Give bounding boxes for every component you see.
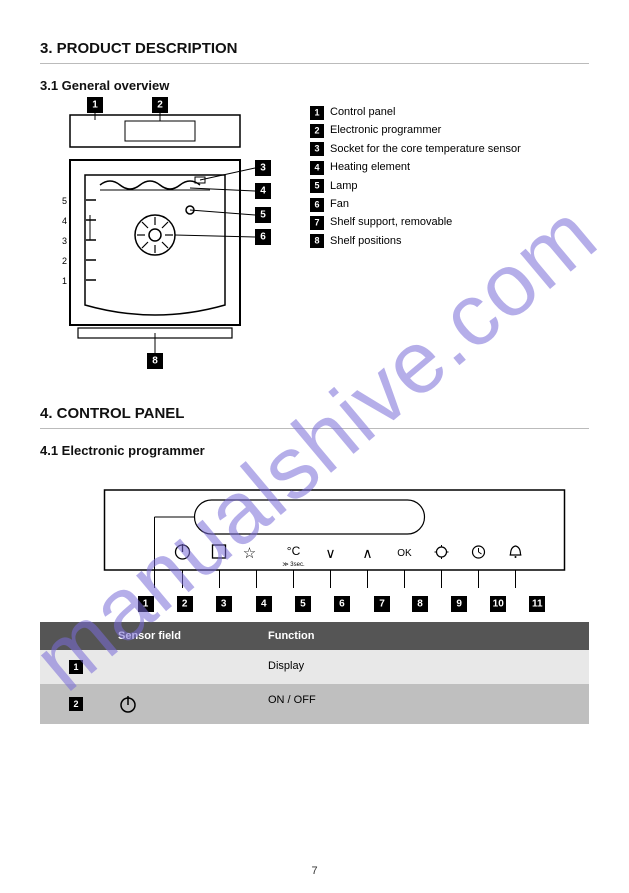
section2-subtitle: 4.1 Electronic programmer (40, 443, 589, 458)
sensor-table: Sensor field Function 1 Display 2 ON / OFF (40, 622, 589, 724)
svg-text:☆: ☆ (243, 545, 256, 562)
legend-num: 4 (310, 161, 324, 175)
panel-callout-9: 9 (451, 596, 467, 612)
legend-num: 8 (310, 234, 324, 248)
svg-text:1: 1 (62, 276, 67, 286)
svg-text:2: 2 (62, 256, 67, 266)
table-header: Sensor field Function (40, 622, 589, 650)
legend-num: 5 (310, 179, 324, 193)
svg-text:°C: °C (287, 544, 301, 558)
svg-text:OK: OK (397, 548, 412, 559)
callout-5: 5 (255, 207, 271, 223)
page-number: 7 (311, 865, 317, 877)
panel-callout-6: 6 (334, 596, 350, 612)
callout-6: 6 (255, 229, 271, 245)
legend-row: 6 Fan (310, 197, 589, 212)
panel-callout-8: 8 (412, 596, 428, 612)
legend-row: 3 Socket for the core temperature sensor (310, 142, 589, 157)
section2-rule (40, 428, 589, 429)
legend-num: 1 (310, 106, 324, 120)
section2: 4. CONTROL PANEL 4.1 Electronic programm… (40, 405, 589, 724)
legend-num: 6 (310, 198, 324, 212)
oven-svg: 5 4 3 2 1 (40, 105, 290, 375)
svg-text:∧: ∧ (362, 545, 372, 561)
overview-area: 5 4 3 2 1 1 2 3 4 (40, 105, 589, 375)
legend-label: Shelf positions (330, 234, 402, 249)
legend-label: Control panel (330, 105, 395, 120)
panel-callout-1: 1 (138, 596, 154, 612)
callout-2: 2 (152, 97, 168, 113)
legend: 1 Control panel 2 Electronic programmer 3 Soc… (310, 105, 589, 375)
callout-8: 8 (147, 353, 163, 369)
legend-row: 8 Shelf positions (310, 234, 589, 249)
legend-num: 2 (310, 124, 324, 138)
legend-label: Socket for the core temperature sensor (330, 142, 521, 157)
callout-4: 4 (255, 183, 271, 199)
panel-svg: ☆ °C ≫ 3sec. ∨ ∧ OK (40, 470, 589, 610)
page: manualshive.com 3. PRODUCT DESCRIPTION 3… (0, 0, 629, 893)
callout-1: 1 (87, 97, 103, 113)
row-func: ON / OFF (262, 684, 589, 724)
section1-title: 3. PRODUCT DESCRIPTION (40, 40, 589, 57)
legend-row: 7 Shelf support, removable (310, 215, 589, 230)
panel-callout-10: 10 (490, 596, 506, 612)
section2-title: 4. CONTROL PANEL (40, 405, 589, 422)
legend-num: 3 (310, 142, 324, 156)
panel-callout-11: 11 (529, 596, 545, 612)
legend-row: 5 Lamp (310, 179, 589, 194)
legend-label: Lamp (330, 179, 358, 194)
section1-rule (40, 63, 589, 64)
panel-callout-3: 3 (216, 596, 232, 612)
legend-row: 1 Control panel (310, 105, 589, 120)
svg-text:≫ 3sec.: ≫ 3sec. (282, 562, 305, 568)
svg-text:3: 3 (62, 236, 67, 246)
svg-text:∨: ∨ (325, 545, 335, 561)
legend-label: Shelf support, removable (330, 215, 452, 230)
legend-label: Electronic programmer (330, 123, 441, 138)
row-field (112, 684, 262, 724)
row-num: 2 (69, 697, 83, 711)
panel-callout-7: 7 (374, 596, 390, 612)
row-func: Display (262, 650, 589, 684)
th-sensor: Sensor field (112, 622, 262, 650)
panel-figure: ☆ °C ≫ 3sec. ∨ ∧ OK (40, 470, 589, 610)
svg-text:5: 5 (62, 196, 67, 206)
legend-num: 7 (310, 216, 324, 230)
panel-callout-4: 4 (256, 596, 272, 612)
table-row: 1 Display (40, 650, 589, 684)
legend-row: 4 Heating element (310, 160, 589, 175)
legend-label: Fan (330, 197, 349, 212)
legend-label: Heating element (330, 160, 410, 175)
callout-3: 3 (255, 160, 271, 176)
oven-figure: 5 4 3 2 1 1 2 3 4 (40, 105, 290, 375)
th-function: Function (262, 622, 589, 650)
section1-subtitle: 3.1 General overview (40, 78, 589, 93)
row-field (112, 650, 262, 684)
panel-callout-2: 2 (177, 596, 193, 612)
svg-text:4: 4 (62, 216, 67, 226)
th-blank (40, 622, 112, 650)
table-row: 2 ON / OFF (40, 684, 589, 724)
row-num: 1 (69, 660, 83, 674)
legend-row: 2 Electronic programmer (310, 123, 589, 138)
panel-callout-5: 5 (295, 596, 311, 612)
